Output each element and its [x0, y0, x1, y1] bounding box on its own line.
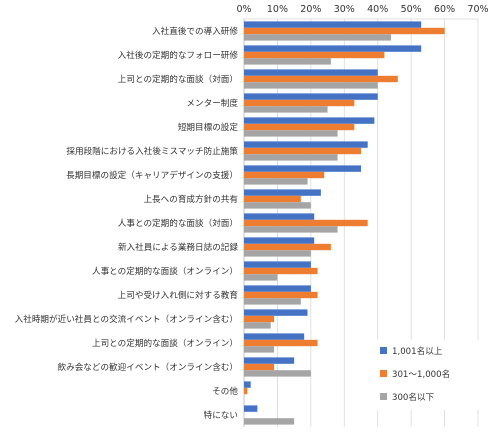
category-label: 人事との定期的な面談（オンライン）: [92, 265, 238, 277]
x-tick-label: 70%: [467, 4, 488, 15]
bar: [244, 178, 308, 185]
x-tick-label: 10%: [267, 4, 288, 15]
legend-swatch: [380, 347, 387, 354]
legend-label: 300名以下: [392, 391, 435, 403]
category-label: 長期目標の設定（キャリアデザインの支援）: [66, 169, 238, 181]
bar: [244, 387, 248, 395]
category-label: 特にない: [204, 409, 238, 421]
category-label: その他: [212, 385, 238, 397]
bar: [244, 405, 258, 412]
legend-swatch: [380, 370, 387, 377]
bar: [244, 45, 422, 52]
bar: [244, 315, 275, 323]
bar: [244, 58, 331, 65]
bar: [244, 171, 325, 179]
legend-swatch: [380, 393, 387, 400]
bar: [244, 51, 385, 59]
bar: [244, 418, 295, 425]
bar: [244, 27, 445, 35]
bar: [244, 219, 368, 227]
bar: [244, 285, 311, 292]
bar: [244, 69, 378, 76]
bars: [244, 21, 445, 425]
category-label: 飲み会などの歓迎イベント（オンライン含む）: [58, 361, 238, 373]
legend: 1,001名以上 301～1,000名 300名以下: [372, 340, 482, 410]
bar: [244, 243, 331, 251]
bar: [244, 291, 318, 299]
x-tick-label: 50%: [401, 4, 422, 15]
bar: [244, 381, 251, 388]
bar: [244, 226, 338, 233]
bar: [244, 357, 295, 364]
category-label: 採用段階における入社後ミスマッチ防止施策: [66, 145, 238, 157]
bar: [244, 99, 355, 107]
category-label: 短期目標の設定: [178, 121, 239, 133]
bar: [244, 189, 321, 196]
category-label: 新入社員による業務日誌の記録: [118, 241, 238, 253]
bar: [244, 195, 301, 203]
category-label: 人事との定期的な面談（対面）: [118, 217, 238, 229]
category-label: 上司との定期的な面談（オンライン）: [92, 337, 238, 349]
x-tick-label: 60%: [434, 4, 455, 15]
x-tick-label: 40%: [367, 4, 388, 15]
bar: [244, 141, 368, 148]
bar: [244, 250, 311, 257]
bar: [244, 213, 315, 220]
bar: [244, 261, 311, 268]
bar: [244, 82, 378, 89]
bar: [244, 75, 398, 83]
category-label: 入社時期が近い社員との交流イベント（オンライン含む）: [15, 313, 238, 325]
bar: [244, 339, 318, 347]
x-tick-label: 20%: [300, 4, 321, 15]
bar: [244, 237, 315, 244]
bar: [244, 154, 338, 161]
legend-background: [372, 340, 482, 410]
bar: [244, 346, 275, 353]
bar: [244, 298, 301, 305]
bar: [244, 333, 305, 340]
x-tick-label: 30%: [334, 4, 355, 15]
bar: [244, 106, 328, 113]
legend-label: 1,001名以上: [392, 345, 443, 357]
legend-label: 301～1,000名: [392, 368, 450, 380]
bar: [244, 93, 378, 100]
bar: [244, 21, 422, 28]
bar: [244, 117, 375, 124]
bar: [244, 202, 311, 209]
bar: [244, 34, 392, 41]
bar: [244, 147, 361, 155]
bar: [244, 309, 308, 316]
category-label: 入社直後での導入研修: [152, 25, 238, 37]
bar: [244, 130, 338, 137]
bar: [244, 322, 271, 329]
x-tick-label: 0%: [236, 4, 251, 15]
category-label: 入社後の定期的なフォロー研修: [118, 49, 239, 61]
category-label: 上司や受け入れ側に対する教育: [118, 289, 239, 301]
category-label: 上司との定期的な面談（対面）: [118, 73, 238, 85]
category-label: 上長への育成方針の共有: [143, 193, 238, 205]
bar: [244, 363, 275, 371]
category-label: メンター制度: [186, 97, 238, 109]
bar: [244, 123, 355, 131]
bar: [244, 165, 361, 172]
bar: [244, 274, 278, 281]
bar: [244, 267, 318, 275]
x-axis-ticks: 0% 10% 20% 30% 40% 50% 60% 70%: [236, 4, 488, 15]
bar: [244, 370, 311, 377]
